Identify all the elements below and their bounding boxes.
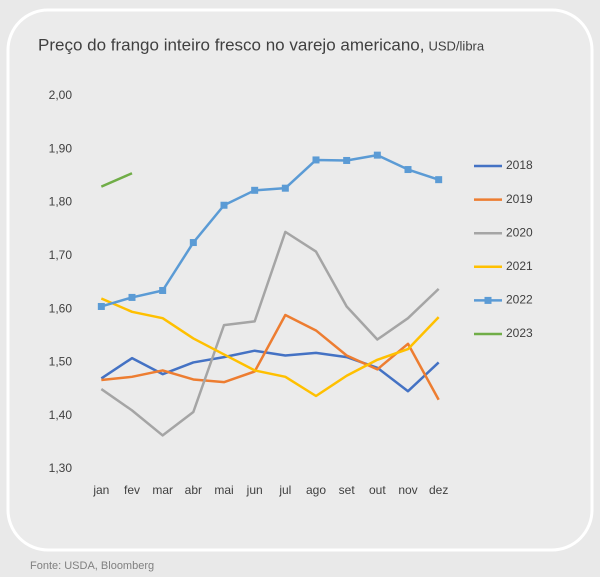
x-tick-label: jul — [278, 483, 291, 497]
legend-label: 2023 — [506, 326, 533, 340]
y-tick-label: 1,70 — [49, 248, 73, 262]
x-tick-label: nov — [398, 483, 417, 497]
legend-label: 2020 — [506, 225, 533, 239]
legend-label: 2019 — [506, 192, 533, 206]
point — [281, 184, 289, 192]
line — [101, 313, 440, 401]
x-tick-label: mar — [152, 483, 173, 497]
x-tick-label: fev — [124, 483, 140, 497]
legend-label: 2022 — [506, 293, 533, 307]
line — [100, 172, 133, 188]
x-tick-label: mai — [214, 483, 233, 497]
line — [100, 297, 440, 398]
point — [343, 156, 351, 164]
legend-label: 2021 — [506, 259, 533, 273]
panel — [6, 8, 594, 552]
y-tick-label: 1,80 — [49, 195, 73, 209]
source: Fonte: USDA, Bloomberg — [30, 560, 154, 572]
point — [373, 151, 381, 159]
x-tick-label: set — [339, 483, 356, 497]
x-tick-label: abr — [185, 483, 202, 497]
y-tick-label: 1,30 — [49, 461, 73, 475]
y-tick-label: 1,50 — [49, 355, 73, 369]
y-tick-label: 1,90 — [49, 141, 73, 155]
point — [220, 201, 228, 209]
y-tick-label: 2,00 — [49, 88, 73, 102]
point — [128, 293, 136, 301]
x-tick-label: out — [369, 483, 386, 497]
point — [404, 166, 412, 174]
legend-label: 2018 — [506, 158, 533, 172]
x-tick-label: jun — [246, 483, 263, 497]
line — [100, 153, 440, 308]
chart-title: Preço do frango inteiro fresco no varejo… — [38, 35, 424, 54]
line — [100, 230, 440, 437]
y-tick-label: 1,40 — [49, 408, 73, 422]
point — [159, 286, 167, 294]
x-tick-label: ago — [306, 483, 326, 497]
point — [312, 156, 320, 164]
chart-subtitle: USD/libra — [428, 38, 484, 53]
point — [435, 176, 443, 184]
point — [189, 239, 197, 247]
y-tick-label: 1,60 — [49, 301, 73, 315]
x-tick-label: jan — [92, 483, 109, 497]
x-tick-label: dez — [429, 483, 448, 497]
point — [97, 302, 105, 310]
legend-marker — [484, 296, 492, 304]
point — [251, 186, 259, 194]
